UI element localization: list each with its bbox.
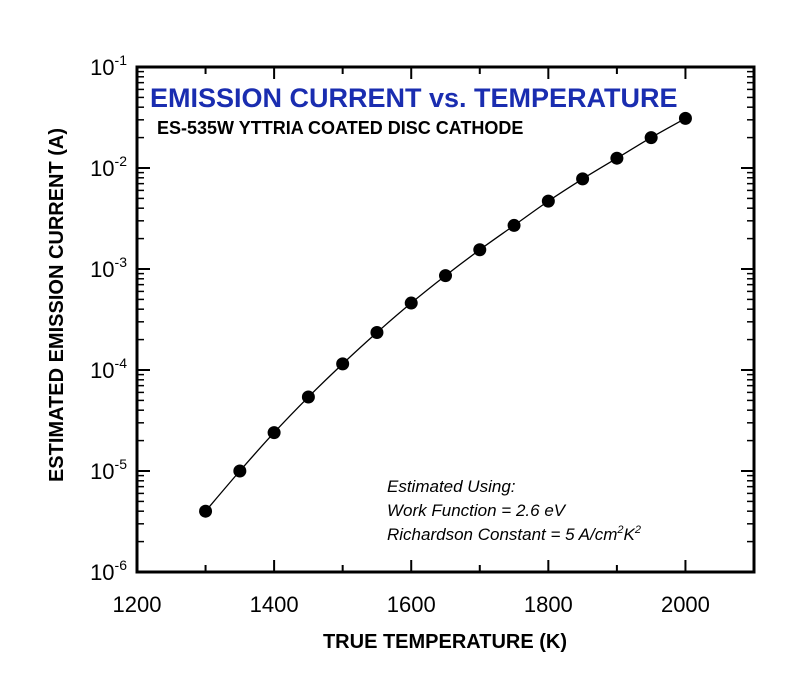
y-axis-ticks: 10-1 10-2 10-3 10-4 10-5 10-6 xyxy=(90,52,754,585)
data-point xyxy=(267,426,281,440)
x-tick-label: 1200 xyxy=(113,592,162,617)
data-point xyxy=(370,326,384,340)
data-point xyxy=(439,269,452,283)
chart-title: EMISSION CURRENT vs. TEMPERATURE xyxy=(150,83,678,113)
y-tick-label: 10-2 xyxy=(90,153,127,181)
x-tick-label: 1600 xyxy=(387,592,436,617)
y-tick-label: 10-1 xyxy=(90,52,127,80)
y-axis-label: ESTIMATED EMISSION CURRENT (A) xyxy=(46,128,68,482)
y-tick-label: 10-5 xyxy=(90,456,127,484)
y-tick-label: 10-6 xyxy=(90,557,127,585)
annotation-line-2: Work Function = 2.6 eV xyxy=(387,501,567,520)
x-axis-ticks: 1200 1400 1600 1800 2000 xyxy=(113,67,755,617)
data-point xyxy=(541,194,555,208)
annotation-line-3: Richardson Constant = 5 A/cm2K2 xyxy=(387,524,641,544)
plot-frame xyxy=(135,65,756,574)
data-point xyxy=(610,151,624,165)
annotation-line-1: Estimated Using: xyxy=(387,477,516,496)
data-point xyxy=(336,357,350,371)
x-axis-label: TRUE TEMPERATURE (K) xyxy=(323,631,567,653)
annotation-sup-2: 2 xyxy=(634,524,641,536)
data-point xyxy=(473,243,487,257)
data-point xyxy=(678,111,692,125)
data-point xyxy=(199,504,213,518)
x-tick-label: 1800 xyxy=(524,592,573,617)
annotation: Estimated Using: Work Function = 2.6 eV … xyxy=(387,477,641,544)
series-line xyxy=(205,117,686,512)
data-point xyxy=(404,296,418,310)
y-tick-label: 10-4 xyxy=(90,355,127,383)
chart-subtitle: ES-535W YTTRIA COATED DISC CATHODE xyxy=(157,118,523,138)
annotation-sup-1: 2 xyxy=(616,524,623,536)
data-point xyxy=(507,218,521,232)
annotation-line-3-mid: K xyxy=(624,525,636,544)
series-points xyxy=(199,111,692,518)
data-point xyxy=(644,131,658,145)
x-tick-label: 2000 xyxy=(661,592,710,617)
x-tick-label: 1400 xyxy=(250,592,299,617)
annotation-line-3-prefix: Richardson Constant = 5 A/cm xyxy=(387,525,617,544)
data-point xyxy=(576,172,590,186)
data-point xyxy=(301,390,315,404)
y-tick-label: 10-3 xyxy=(90,254,127,282)
data-point xyxy=(233,464,247,478)
